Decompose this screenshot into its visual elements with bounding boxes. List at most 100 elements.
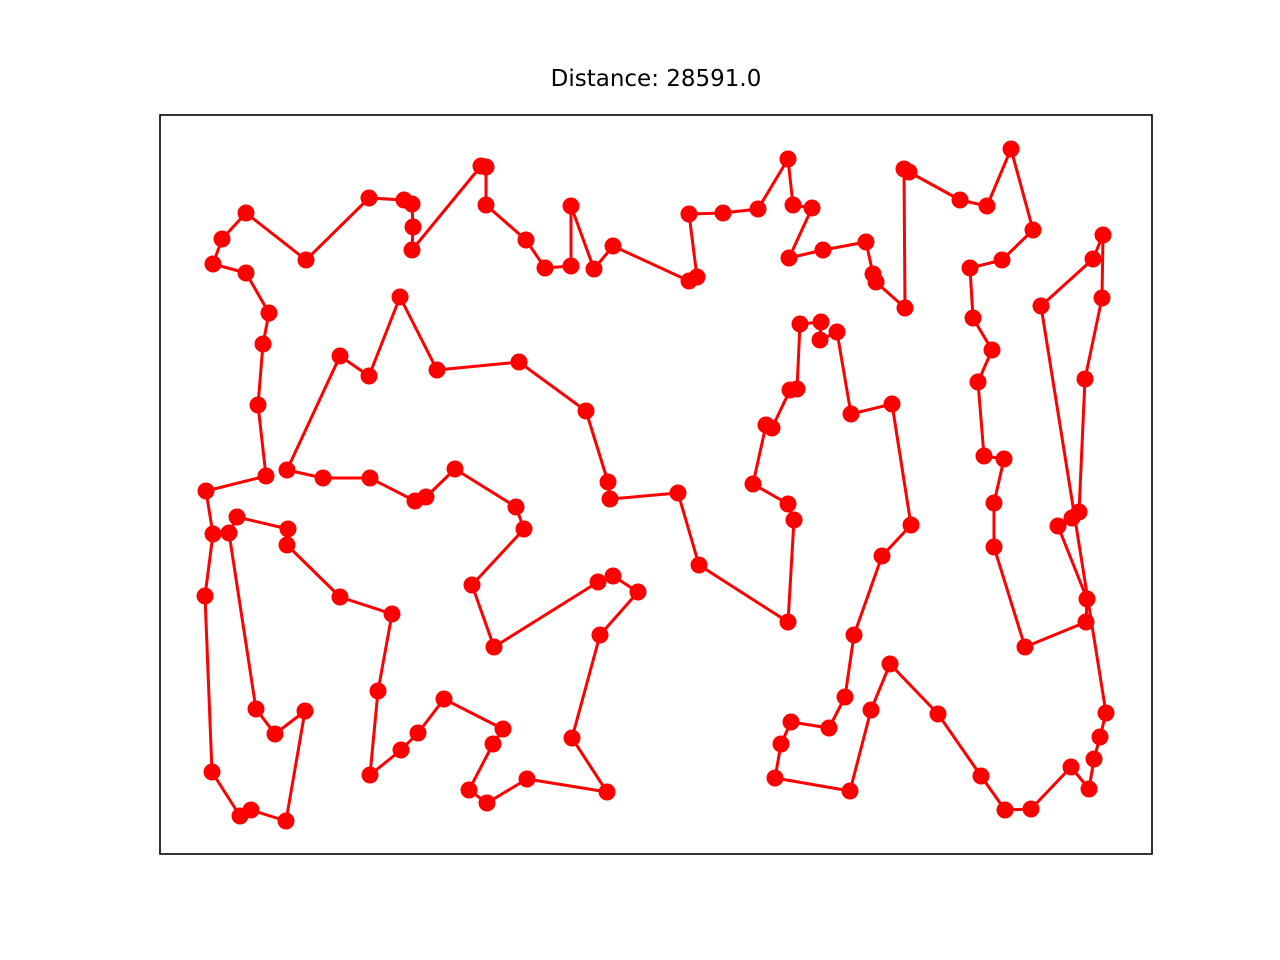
- city-point: [237, 264, 255, 282]
- city-point: [536, 259, 554, 277]
- city-point: [803, 199, 821, 217]
- city-point: [562, 197, 580, 215]
- city-point: [446, 460, 464, 478]
- city-point: [788, 380, 806, 398]
- city-point: [242, 801, 260, 819]
- city-point: [902, 516, 920, 534]
- city-point: [247, 700, 265, 718]
- city-point: [895, 160, 913, 178]
- city-point: [812, 313, 830, 331]
- city-point: [841, 782, 859, 800]
- city-point: [766, 769, 784, 787]
- city-point: [690, 556, 708, 574]
- city-point: [314, 469, 332, 487]
- city-point: [249, 396, 267, 414]
- city-point: [391, 288, 409, 306]
- city-point: [814, 241, 832, 259]
- city-point: [836, 688, 854, 706]
- plot-frame: [159, 114, 1153, 855]
- city-point: [669, 484, 687, 502]
- city-point: [460, 781, 478, 799]
- city-point: [1078, 590, 1096, 608]
- city-point: [680, 272, 698, 290]
- city-point: [604, 567, 622, 585]
- city-point: [604, 237, 622, 255]
- city-point: [406, 492, 424, 510]
- city-point: [842, 405, 860, 423]
- city-point: [779, 495, 797, 513]
- city-point: [577, 402, 595, 420]
- city-point: [779, 613, 797, 631]
- city-point: [862, 701, 880, 719]
- city-point: [589, 573, 607, 591]
- city-point: [260, 304, 278, 322]
- city-point: [1024, 221, 1042, 239]
- city-point: [1002, 140, 1020, 158]
- city-point: [791, 315, 809, 333]
- city-point: [779, 150, 797, 168]
- city-point: [961, 259, 979, 277]
- city-point: [220, 524, 238, 542]
- city-point: [978, 197, 996, 215]
- city-point: [951, 191, 969, 209]
- city-point: [601, 490, 619, 508]
- city-point: [409, 724, 427, 742]
- city-point: [197, 482, 215, 500]
- city-point: [972, 767, 990, 785]
- city-point: [428, 361, 446, 379]
- city-point: [714, 204, 732, 222]
- city-point: [278, 536, 296, 554]
- city-point: [896, 299, 914, 317]
- city-point: [507, 498, 525, 516]
- city-point: [472, 157, 490, 175]
- city-point: [228, 508, 246, 526]
- city-point: [964, 309, 982, 327]
- city-point: [929, 705, 947, 723]
- city-point: [254, 335, 272, 353]
- city-point: [279, 520, 297, 538]
- city-point: [969, 373, 987, 391]
- city-point: [510, 353, 528, 371]
- city-point: [331, 588, 349, 606]
- city-point: [780, 249, 798, 267]
- city-point: [864, 265, 882, 283]
- city-point: [484, 735, 502, 753]
- city-point: [995, 450, 1013, 468]
- city-point: [395, 191, 413, 209]
- city-point: [873, 547, 891, 565]
- city-point: [1091, 728, 1109, 746]
- city-point: [1093, 289, 1111, 307]
- city-point: [278, 461, 296, 479]
- city-point: [203, 763, 221, 781]
- city-point: [1097, 704, 1115, 722]
- city-point: [297, 251, 315, 269]
- city-point: [277, 812, 295, 830]
- city-point: [562, 257, 580, 275]
- city-point: [591, 626, 609, 644]
- city-point: [975, 447, 993, 465]
- city-point: [828, 323, 846, 341]
- city-point: [1077, 613, 1095, 631]
- city-point: [196, 587, 214, 605]
- city-point: [1085, 750, 1103, 768]
- city-point: [213, 230, 231, 248]
- tour-layer: [196, 140, 1115, 830]
- city-point: [782, 713, 800, 731]
- chart-title: Distance: 28591.0: [550, 66, 762, 92]
- city-point: [331, 347, 349, 365]
- city-point: [744, 475, 762, 493]
- city-point: [435, 690, 453, 708]
- city-point: [1016, 638, 1034, 656]
- city-point: [598, 783, 616, 801]
- city-point: [983, 341, 1001, 359]
- city-point: [369, 682, 387, 700]
- city-point: [403, 241, 421, 259]
- city-point: [361, 766, 379, 784]
- city-point: [881, 655, 899, 673]
- city-point: [772, 735, 790, 753]
- city-point: [763, 419, 781, 437]
- city-point: [478, 794, 496, 812]
- city-point: [985, 494, 1003, 512]
- city-point: [517, 231, 535, 249]
